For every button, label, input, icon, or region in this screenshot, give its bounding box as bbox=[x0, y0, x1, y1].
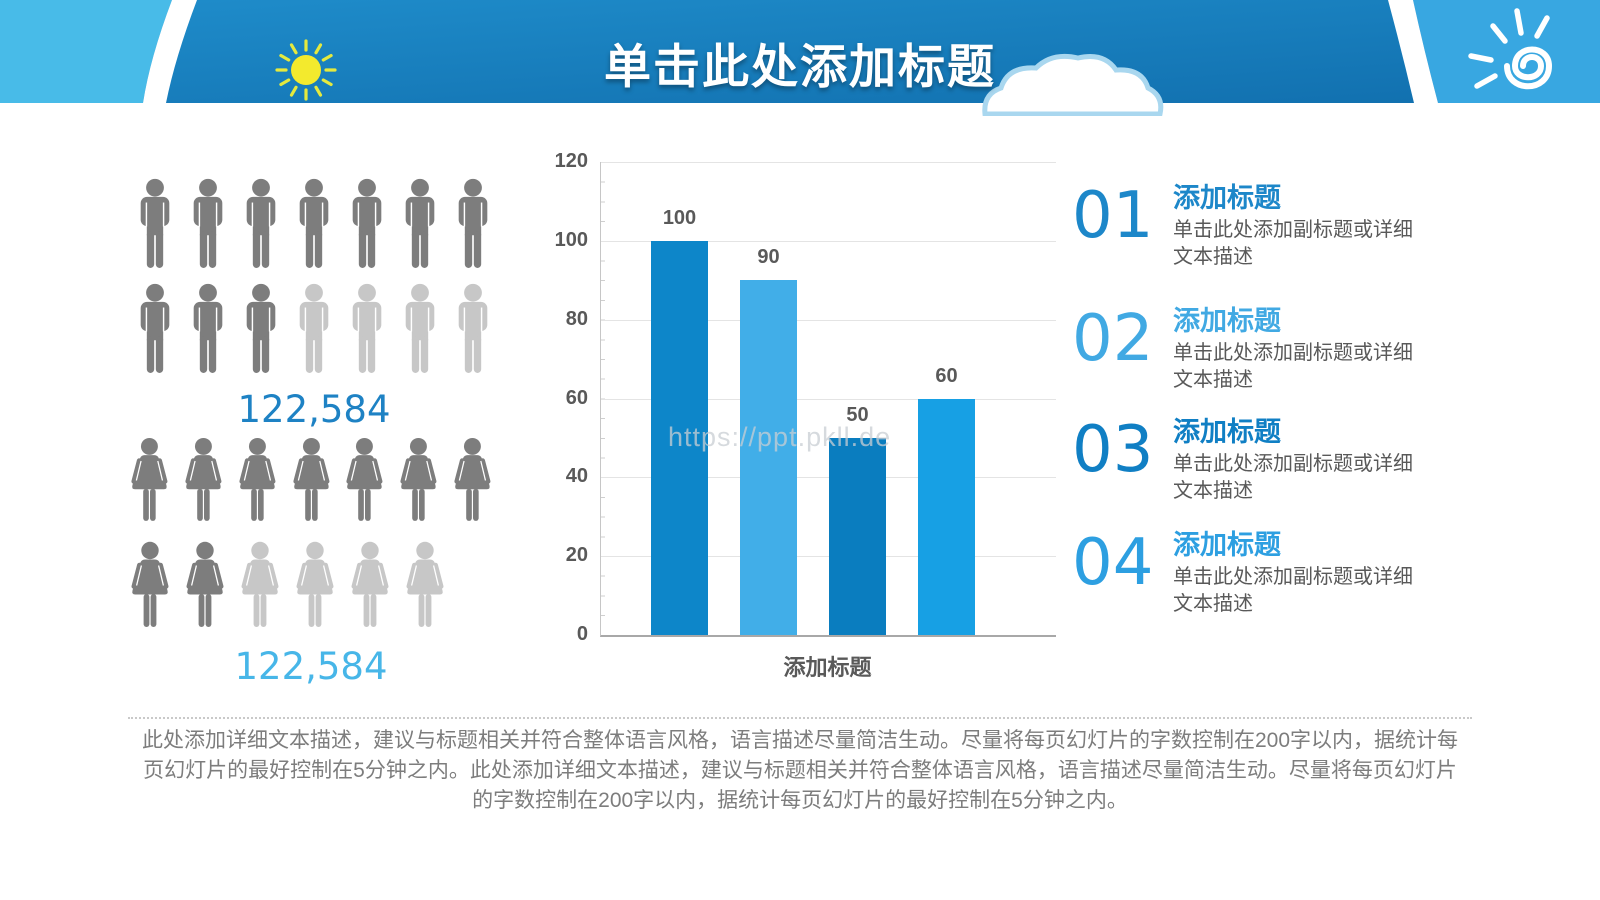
female-count-label: 122,584 bbox=[234, 645, 388, 688]
item-title: 添加标题 bbox=[1173, 417, 1281, 447]
item-texts: 添加标题 单击此处添加副标题或详细文本描述 bbox=[1173, 305, 1421, 394]
slide-title: 单击此处添加标题 bbox=[604, 40, 996, 93]
person-icon-male bbox=[246, 283, 276, 373]
female-pictogram: 122,584 bbox=[128, 435, 494, 688]
bar-4 bbox=[918, 398, 975, 635]
bar-value-label: 50 bbox=[846, 403, 869, 426]
footer-divider bbox=[128, 717, 1472, 719]
person-icon-female bbox=[351, 541, 389, 627]
person-icon-male bbox=[405, 178, 435, 268]
item-texts: 添加标题 单击此处添加副标题或详细文本描述 bbox=[1173, 529, 1421, 618]
male-pictogram-row-2 bbox=[134, 283, 494, 375]
header-stripe-right bbox=[1388, 0, 1438, 103]
item-number: 01 bbox=[1072, 179, 1154, 253]
person-icon-female bbox=[400, 437, 437, 521]
bar-3 bbox=[829, 437, 886, 635]
person-icon-female bbox=[292, 437, 330, 521]
female-pictogram-row-1 bbox=[128, 435, 494, 527]
bar-value-label: 90 bbox=[757, 246, 780, 269]
person-icon-female bbox=[131, 437, 168, 521]
list-item-01: 01 添加标题 单击此处添加副标题或详细文本描述 bbox=[1072, 182, 1421, 271]
person-icon-female bbox=[241, 541, 279, 627]
gridline bbox=[601, 162, 1056, 163]
header-corner-right bbox=[1413, 0, 1600, 103]
y-axis-tick-label: 100 bbox=[554, 228, 588, 251]
numbered-list: 01 添加标题 单击此处添加副标题或详细文本描述 02 添加标题 单击此处添加副… bbox=[1072, 0, 1472, 900]
person-icon-male bbox=[299, 178, 329, 268]
item-title: 添加标题 bbox=[1173, 530, 1281, 560]
y-axis-tick-label: 80 bbox=[565, 307, 588, 330]
list-item-03: 03 添加标题 单击此处添加副标题或详细文本描述 bbox=[1072, 416, 1421, 505]
person-icon-male bbox=[299, 283, 329, 373]
y-axis-tick-label: 40 bbox=[565, 465, 588, 488]
male-count-label: 122,584 bbox=[237, 388, 391, 431]
item-texts: 添加标题 单击此处添加副标题或详细文本描述 bbox=[1173, 416, 1421, 505]
bar-2 bbox=[740, 280, 797, 635]
item-description: 单击此处添加副标题或详细文本描述 bbox=[1173, 453, 1413, 502]
item-description: 单击此处添加副标题或详细文本描述 bbox=[1173, 342, 1413, 391]
person-icon-male bbox=[193, 178, 223, 268]
item-description: 单击此处添加副标题或详细文本描述 bbox=[1173, 219, 1413, 268]
header-stripe-left bbox=[143, 0, 197, 103]
person-icon-female bbox=[296, 541, 334, 627]
y-axis-tick-label: 60 bbox=[565, 386, 588, 409]
bar-chart: 0 20 40 60 80 100 120 100 90 50 60 添加标题 https://p… bbox=[538, 150, 1103, 695]
chart-x-axis-label: 添加标题 bbox=[783, 655, 872, 680]
person-icon-male bbox=[193, 283, 223, 373]
y-axis-tick-label: 0 bbox=[576, 623, 588, 645]
item-number: 03 bbox=[1072, 413, 1154, 487]
chart-plot-area: 100 90 50 60 bbox=[600, 162, 1056, 637]
male-pictogram: 122,584 bbox=[134, 178, 494, 431]
header-decoration bbox=[0, 0, 1600, 116]
item-title: 添加标题 bbox=[1173, 306, 1281, 336]
person-icon-male bbox=[352, 283, 382, 373]
sun-icon bbox=[275, 39, 337, 101]
person-icon-male bbox=[458, 283, 488, 373]
person-icon-female bbox=[239, 437, 276, 521]
cloud-icon bbox=[982, 53, 1164, 116]
header-band-background bbox=[0, 0, 1600, 103]
person-icon-female bbox=[346, 437, 383, 521]
gridline bbox=[601, 319, 1056, 321]
gridline bbox=[601, 477, 1056, 479]
female-pictogram-row-2 bbox=[128, 540, 494, 632]
person-icon-male bbox=[140, 178, 170, 268]
gridline bbox=[601, 398, 1056, 400]
item-texts: 添加标题 单击此处添加副标题或详细文本描述 bbox=[1173, 182, 1421, 271]
item-number: 02 bbox=[1072, 302, 1154, 376]
bar-value-label: 60 bbox=[935, 364, 958, 387]
item-description: 单击此处添加副标题或详细文本描述 bbox=[1173, 566, 1413, 615]
person-icon-female bbox=[186, 541, 224, 627]
list-item-02: 02 添加标题 单击此处添加副标题或详细文本描述 bbox=[1072, 305, 1421, 394]
bar-1 bbox=[651, 240, 708, 635]
header-corner-left bbox=[0, 0, 172, 103]
footer-paragraph: 此处添加详细文本描述，建议与标题相关并符合整体语言风格，语言描述尽量简洁生动。尽… bbox=[141, 729, 1459, 812]
person-icon-male bbox=[246, 178, 276, 268]
person-icon-female bbox=[131, 541, 169, 627]
item-title: 添加标题 bbox=[1173, 183, 1281, 213]
male-pictogram-row-1 bbox=[134, 178, 494, 270]
person-icon-female bbox=[454, 437, 491, 521]
y-axis-tick-label: 20 bbox=[565, 544, 588, 567]
doodle-sun-icon bbox=[1468, 8, 1553, 90]
person-icon-female bbox=[185, 437, 222, 521]
person-icon-female bbox=[406, 541, 444, 627]
list-item-04: 04 添加标题 单击此处添加副标题或详细文本描述 bbox=[1072, 529, 1421, 618]
watermark-text: https://ppt.pkll.de bbox=[668, 422, 892, 452]
gridline bbox=[601, 240, 1056, 242]
gridline bbox=[601, 556, 1056, 558]
header-band: 单击此处添加标题 bbox=[0, 0, 1600, 116]
item-number: 04 bbox=[1072, 526, 1154, 600]
bar-value-label: 100 bbox=[662, 206, 697, 229]
person-icon-male bbox=[458, 178, 488, 268]
person-icon-male bbox=[405, 283, 435, 373]
y-axis-tick-label: 120 bbox=[554, 150, 588, 172]
person-icon-male bbox=[352, 178, 382, 268]
person-icon-male bbox=[140, 283, 170, 373]
